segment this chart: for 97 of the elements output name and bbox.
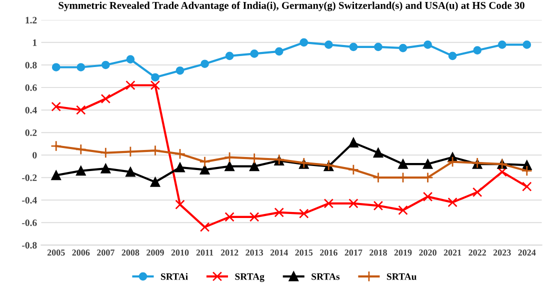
point bbox=[51, 170, 61, 180]
point bbox=[422, 192, 433, 202]
point bbox=[424, 40, 432, 49]
point bbox=[374, 42, 382, 52]
point bbox=[224, 161, 234, 172]
point bbox=[497, 167, 507, 177]
point bbox=[498, 40, 506, 49]
x-tick-label: 2009 bbox=[146, 250, 164, 256]
point bbox=[76, 105, 86, 115]
point bbox=[75, 144, 86, 155]
legend-label: SRTAs bbox=[312, 273, 340, 280]
point bbox=[448, 197, 458, 208]
y-tick-label: -0.6 bbox=[22, 219, 37, 226]
point bbox=[126, 55, 135, 64]
point bbox=[176, 66, 184, 75]
point bbox=[473, 46, 482, 55]
legend-label: SRTAi bbox=[161, 273, 188, 280]
point bbox=[76, 63, 86, 72]
point bbox=[300, 38, 308, 47]
point bbox=[51, 102, 61, 112]
point bbox=[299, 208, 309, 218]
point bbox=[200, 164, 210, 175]
y-tick-label: 0.4 bbox=[25, 106, 37, 114]
point bbox=[102, 60, 110, 70]
legend-label: SRTAg bbox=[235, 273, 264, 282]
x-tick-label: 2005 bbox=[47, 250, 65, 256]
y-tick-label: -0.2 bbox=[22, 174, 37, 182]
x-tick-label: 2013 bbox=[246, 250, 264, 256]
chart-title: Symmetric Revealed Trade Advantage of India(i), Germany(g) Switzerland(s) and USA(u) at HS Code 30 bbox=[58, 2, 524, 12]
point bbox=[150, 144, 161, 156]
point bbox=[249, 212, 260, 222]
point bbox=[76, 166, 86, 176]
legend-label: SRTAu bbox=[386, 273, 416, 280]
x-tick-label: 2021 bbox=[444, 250, 462, 256]
point bbox=[100, 164, 111, 174]
y-tick-label: 0.6 bbox=[25, 84, 37, 92]
x-tick-label: 2011 bbox=[196, 250, 214, 256]
point bbox=[126, 80, 136, 90]
x-tick-label: 2016 bbox=[320, 250, 338, 256]
point bbox=[150, 177, 160, 187]
point bbox=[373, 148, 384, 158]
x-tick-label: 2017 bbox=[344, 250, 362, 256]
x-tick-label: 2024 bbox=[518, 250, 536, 256]
y-tick-label: 1 bbox=[33, 39, 37, 46]
point bbox=[249, 161, 260, 172]
point bbox=[50, 140, 62, 152]
x-tick-label: 2022 bbox=[468, 250, 486, 256]
point bbox=[522, 40, 532, 49]
y-tick-label: 0.8 bbox=[25, 62, 37, 68]
x-tick-label: 2008 bbox=[122, 250, 140, 256]
point bbox=[199, 156, 210, 168]
point bbox=[150, 80, 160, 90]
x-tick-label: 2015 bbox=[295, 250, 313, 256]
point bbox=[348, 198, 358, 208]
point bbox=[324, 198, 334, 208]
point bbox=[472, 187, 482, 198]
point bbox=[348, 138, 358, 148]
point bbox=[274, 208, 284, 218]
x-tick-label: 2023 bbox=[493, 250, 511, 256]
point bbox=[224, 212, 234, 222]
point bbox=[422, 159, 433, 169]
point bbox=[448, 52, 457, 60]
y-tick-label: 0 bbox=[32, 152, 37, 159]
point bbox=[174, 148, 186, 160]
point bbox=[248, 152, 260, 164]
point bbox=[126, 167, 136, 177]
x-tick-label: 2006 bbox=[72, 250, 90, 256]
point bbox=[373, 200, 384, 211]
point bbox=[225, 52, 234, 60]
x-tick-label: 2020 bbox=[419, 250, 436, 256]
point bbox=[324, 40, 333, 49]
point bbox=[398, 159, 408, 169]
x-tick-label: 2014 bbox=[270, 250, 288, 256]
point bbox=[348, 164, 359, 176]
point bbox=[274, 47, 284, 56]
point bbox=[250, 50, 258, 58]
point bbox=[100, 94, 111, 104]
point bbox=[349, 42, 358, 52]
point bbox=[200, 222, 210, 232]
point bbox=[200, 60, 209, 68]
point bbox=[175, 162, 185, 172]
y-tick-label: -0.4 bbox=[22, 196, 37, 204]
x-tick-label: 2010 bbox=[171, 250, 189, 256]
point bbox=[52, 63, 60, 72]
point bbox=[521, 165, 532, 176]
x-tick-label: 2012 bbox=[220, 250, 238, 256]
y-tick-label: 0.2 bbox=[25, 129, 37, 136]
point bbox=[151, 73, 160, 82]
x-tick-label: 2019 bbox=[394, 250, 412, 256]
x-tick-label: 2007 bbox=[97, 250, 114, 256]
point bbox=[175, 200, 185, 210]
y-tick-label: -0.8 bbox=[22, 242, 37, 249]
point bbox=[398, 205, 408, 216]
x-tick-label: 2018 bbox=[370, 250, 387, 256]
y-tick-label: 1.2 bbox=[26, 16, 37, 24]
point bbox=[398, 44, 408, 52]
point bbox=[522, 182, 532, 192]
